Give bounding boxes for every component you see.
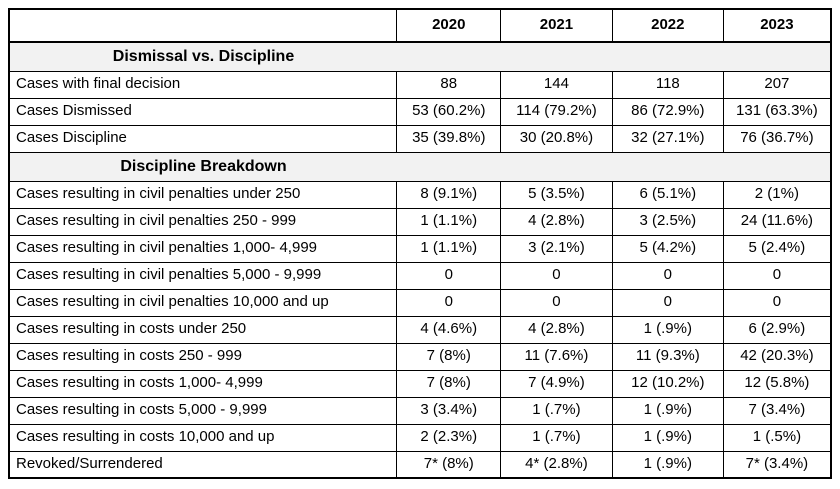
- cell-2020: 7* (8%): [396, 450, 502, 479]
- year-header-2023: 2023: [722, 8, 832, 43]
- year-header-row: 2020 2021 2022 2023: [8, 8, 832, 43]
- table-row-revoked-surrendered: Revoked/Surrendered 7* (8%) 4* (2.8%) 1 …: [8, 450, 832, 479]
- cell-2020: 8 (9.1%): [396, 180, 502, 209]
- empty-corner-cell: [8, 8, 398, 43]
- section-header-dismissal-vs-discipline: Dismissal vs. Discipline: [9, 41, 831, 72]
- cell-2020: 3 (3.4%): [396, 396, 502, 425]
- cell-2022: 118: [611, 70, 724, 99]
- cell-2022: 86 (72.9%): [611, 97, 724, 126]
- cases-statistics-table: 2020 2021 2022 2023 Dismissal vs. Discip…: [8, 8, 832, 479]
- table-row-civil-penalties-under-250: Cases resulting in civil penalties under…: [8, 180, 832, 209]
- table-row-civil-penalties-5000-9999: Cases resulting in civil penalties 5,000…: [8, 261, 832, 290]
- row-label: Cases resulting in civil penalties 5,000…: [8, 261, 398, 290]
- cell-2021: 3 (2.1%): [500, 234, 613, 263]
- cell-2022: 3 (2.5%): [611, 207, 724, 236]
- cell-2022: 1 (.9%): [611, 315, 724, 344]
- cell-2023: 5 (2.4%): [722, 234, 832, 263]
- cell-2020: 1 (1.1%): [396, 234, 502, 263]
- cell-2022: 11 (9.3%): [611, 342, 724, 371]
- cell-2023: 7 (3.4%): [722, 396, 832, 425]
- cell-2021: 144: [500, 70, 613, 99]
- cell-2022: 1 (.9%): [611, 450, 724, 479]
- cell-2023: 0: [722, 261, 832, 290]
- cell-2023: 24 (11.6%): [722, 207, 832, 236]
- cell-2022: 0: [611, 288, 724, 317]
- table-row-civil-penalties-250-999: Cases resulting in civil penalties 250 -…: [8, 207, 832, 236]
- cell-2021: 4 (2.8%): [500, 207, 613, 236]
- cell-2020: 7 (8%): [396, 342, 502, 371]
- cell-2021: 11 (7.6%): [500, 342, 613, 371]
- row-label: Cases with final decision: [8, 70, 398, 99]
- table-row-civil-penalties-1000-4999: Cases resulting in civil penalties 1,000…: [8, 234, 832, 263]
- cell-2023: 1 (.5%): [722, 423, 832, 452]
- cell-2020: 1 (1.1%): [396, 207, 502, 236]
- cell-2020: 4 (4.6%): [396, 315, 502, 344]
- cell-2023: 2 (1%): [722, 180, 832, 209]
- cell-2021: 114 (79.2%): [500, 97, 613, 126]
- row-label: Cases resulting in costs 10,000 and up: [8, 423, 398, 452]
- table-row-costs-1000-4999: Cases resulting in costs 1,000- 4,999 7 …: [8, 369, 832, 398]
- cell-2022: 12 (10.2%): [611, 369, 724, 398]
- row-label: Cases resulting in civil penalties 1,000…: [8, 234, 398, 263]
- row-label: Cases resulting in civil penalties under…: [8, 180, 398, 209]
- table-row-civil-penalties-10000-up: Cases resulting in civil penalties 10,00…: [8, 288, 832, 317]
- section-header-cell: Dismissal vs. Discipline: [9, 41, 831, 72]
- row-label: Revoked/Surrendered: [8, 450, 398, 479]
- cell-2021: 30 (20.8%): [500, 124, 613, 153]
- table-row-cases-dismissed: Cases Dismissed 53 (60.2%) 114 (79.2%) 8…: [8, 97, 832, 126]
- cell-2020: 0: [396, 261, 502, 290]
- row-label: Cases resulting in costs under 250: [8, 315, 398, 344]
- row-label: Cases resulting in civil penalties 10,00…: [8, 288, 398, 317]
- row-label: Cases resulting in civil penalties 250 -…: [8, 207, 398, 236]
- cell-2020: 7 (8%): [396, 369, 502, 398]
- row-label: Cases resulting in costs 1,000- 4,999: [8, 369, 398, 398]
- year-header-2020: 2020: [396, 8, 502, 43]
- cell-2022: 0: [611, 261, 724, 290]
- section-title: Dismissal vs. Discipline: [112, 47, 295, 65]
- table-row-costs-250-999: Cases resulting in costs 250 - 999 7 (8%…: [8, 342, 832, 371]
- cell-2021: 1 (.7%): [500, 423, 613, 452]
- cell-2022: 32 (27.1%): [611, 124, 724, 153]
- year-header-2022: 2022: [611, 8, 724, 43]
- cell-2022: 6 (5.1%): [611, 180, 724, 209]
- cell-2023: 7* (3.4%): [722, 450, 832, 479]
- cell-2021: 4 (2.8%): [500, 315, 613, 344]
- section-header-discipline-breakdown: Discipline Breakdown: [9, 151, 831, 182]
- cell-2021: 0: [500, 288, 613, 317]
- cell-2021: 7 (4.9%): [500, 369, 613, 398]
- table-row-cases-discipline: Cases Discipline 35 (39.8%) 30 (20.8%) 3…: [8, 124, 832, 153]
- table-row-cases-with-final-decision: Cases with final decision 88 144 118 207: [8, 70, 832, 99]
- row-label: Cases Discipline: [8, 124, 398, 153]
- cell-2023: 207: [722, 70, 832, 99]
- cell-2023: 42 (20.3%): [722, 342, 832, 371]
- cell-2020: 35 (39.8%): [396, 124, 502, 153]
- table-row-costs-under-250: Cases resulting in costs under 250 4 (4.…: [8, 315, 832, 344]
- cell-2023: 0: [722, 288, 832, 317]
- cell-2021: 0: [500, 261, 613, 290]
- cell-2023: 12 (5.8%): [722, 369, 832, 398]
- cell-2023: 76 (36.7%): [722, 124, 832, 153]
- cell-2020: 0: [396, 288, 502, 317]
- cell-2022: 5 (4.2%): [611, 234, 724, 263]
- cell-2022: 1 (.9%): [611, 423, 724, 452]
- cell-2022: 1 (.9%): [611, 396, 724, 425]
- section-header-cell: Discipline Breakdown: [9, 151, 831, 182]
- table-row-costs-5000-9999: Cases resulting in costs 5,000 - 9,999 3…: [8, 396, 832, 425]
- cell-2021: 4* (2.8%): [500, 450, 613, 479]
- cell-2020: 88: [396, 70, 502, 99]
- cell-2021: 5 (3.5%): [500, 180, 613, 209]
- cell-2023: 131 (63.3%): [722, 97, 832, 126]
- section-title: Discipline Breakdown: [120, 157, 287, 175]
- row-label: Cases resulting in costs 250 - 999: [8, 342, 398, 371]
- row-label: Cases Dismissed: [8, 97, 398, 126]
- cell-2020: 53 (60.2%): [396, 97, 502, 126]
- row-label: Cases resulting in costs 5,000 - 9,999: [8, 396, 398, 425]
- table-row-costs-10000-up: Cases resulting in costs 10,000 and up 2…: [8, 423, 832, 452]
- cell-2020: 2 (2.3%): [396, 423, 502, 452]
- cell-2023: 6 (2.9%): [722, 315, 832, 344]
- cell-2021: 1 (.7%): [500, 396, 613, 425]
- year-header-2021: 2021: [500, 8, 613, 43]
